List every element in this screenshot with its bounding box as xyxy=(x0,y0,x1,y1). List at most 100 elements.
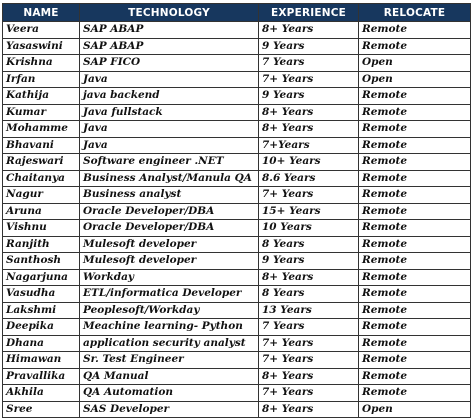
cell-experience: 8+ Years xyxy=(258,367,359,385)
cell-experience: 13 Years xyxy=(258,301,359,319)
table-row: Ranjith Mulesoft developer 8 Years Remote xyxy=(2,235,471,253)
table-row: Vasudha ETL/informatica Developer 8 Years R… xyxy=(2,285,471,303)
cell-experience: 8.6 Years xyxy=(258,169,359,187)
cell-name: Nagur xyxy=(2,186,80,204)
cell-technology: Software engineer .NET xyxy=(79,153,259,171)
cell-technology: Mulesoft developer xyxy=(79,235,259,253)
cell-technology: Java xyxy=(79,70,259,88)
table-row: Nagur Business analyst 7+ Years Remote xyxy=(2,186,471,204)
cell-technology: Business analyst xyxy=(79,186,259,204)
table-row: Kumar Java fullstack 8+ Years Remote xyxy=(2,103,471,121)
header-name: NAME xyxy=(2,3,80,22)
cell-relocate: Remote xyxy=(358,351,471,369)
cell-technology: Meachine learning- Python xyxy=(79,318,259,336)
cell-technology: QA Manual xyxy=(79,367,259,385)
cell-name: Pravallika xyxy=(2,367,80,385)
cell-experience: 8 Years xyxy=(258,285,359,303)
header-experience: EXPERIENCE xyxy=(258,3,359,22)
cell-name: Chaitanya xyxy=(2,169,80,187)
cell-experience: 9 Years xyxy=(258,87,359,105)
cell-technology: Peoplesoft/Workday xyxy=(79,301,259,319)
cell-name: Akhila xyxy=(2,384,80,402)
table-row: Lakshmi Peoplesoft/Workday 13 Years Remote xyxy=(2,301,471,319)
cell-experience: 8+ Years xyxy=(258,400,359,418)
cell-technology: SAS Developer xyxy=(79,400,259,418)
table-row: Santhosh Mulesoft developer 9 Years Remote xyxy=(2,252,471,270)
cell-name: Vishnu xyxy=(2,219,80,237)
cell-experience: 8+ Years xyxy=(258,103,359,121)
header-technology: TECHNOLOGY xyxy=(79,3,259,22)
cell-technology: Workday xyxy=(79,268,259,286)
table-row: Bhavani Java 7+Years Remote xyxy=(2,136,471,154)
cell-technology: ETL/informatica Developer xyxy=(79,285,259,303)
cell-name: Ranjith xyxy=(2,235,80,253)
cell-name: Yasaswini xyxy=(2,37,80,55)
cell-relocate: Remote xyxy=(358,186,471,204)
cell-relocate: Remote xyxy=(358,202,471,220)
cell-experience: 8+ Years xyxy=(258,120,359,138)
cell-experience: 7+ Years xyxy=(258,384,359,402)
cell-experience: 8+ Years xyxy=(258,21,359,39)
cell-experience: 8+ Years xyxy=(258,268,359,286)
cell-relocate: Open xyxy=(358,400,471,418)
table-row: Sree SAS Developer 8+ Years Open xyxy=(2,400,471,418)
table-body: Veera SAP ABAP 8+ Years Remote Yasaswini SAP … xyxy=(2,21,471,418)
cell-technology: application security analyst xyxy=(79,334,259,352)
cell-experience: 9 Years xyxy=(258,252,359,270)
cell-experience: 7 Years xyxy=(258,318,359,336)
header-relocate: RELOCATE xyxy=(358,3,471,22)
cell-technology: Oracle Developer/DBA xyxy=(79,219,259,237)
table-row: Yasaswini SAP ABAP 9 Years Remote xyxy=(2,37,471,55)
cell-relocate: Remote xyxy=(358,301,471,319)
cell-relocate: Remote xyxy=(358,367,471,385)
table-row: Nagarjuna Workday 8+ Years Remote xyxy=(2,268,471,286)
header-row: NAME TECHNOLOGY EXPERIENCE RELOCATE xyxy=(2,3,471,22)
cell-name: Deepika xyxy=(2,318,80,336)
cell-relocate: Remote xyxy=(358,21,471,39)
cell-relocate: Remote xyxy=(358,87,471,105)
cell-experience: 7+ Years xyxy=(258,351,359,369)
cell-technology: Oracle Developer/DBA xyxy=(79,202,259,220)
cell-name: Mohamme xyxy=(2,120,80,138)
cell-name: Sree xyxy=(2,400,80,418)
candidates-table: NAME TECHNOLOGY EXPERIENCE RELOCATE Veer… xyxy=(2,3,471,418)
cell-technology: QA Automation xyxy=(79,384,259,402)
cell-name: Dhana xyxy=(2,334,80,352)
cell-name: Santhosh xyxy=(2,252,80,270)
cell-experience: 7+Years xyxy=(258,136,359,154)
cell-experience: 8 Years xyxy=(258,235,359,253)
cell-technology: Sr. Test Engineer xyxy=(79,351,259,369)
table-row: Irfan Java 7+ Years Open xyxy=(2,70,471,88)
cell-relocate: Remote xyxy=(358,103,471,121)
cell-relocate: Remote xyxy=(358,384,471,402)
cell-name: Irfan xyxy=(2,70,80,88)
cell-name: Kathija xyxy=(2,87,80,105)
table-row: Veera SAP ABAP 8+ Years Remote xyxy=(2,21,471,39)
cell-experience: 10+ Years xyxy=(258,153,359,171)
cell-relocate: Remote xyxy=(358,268,471,286)
cell-experience: 7+ Years xyxy=(258,186,359,204)
table-row: Rajeswari Software engineer .NET 10+ Years… xyxy=(2,153,471,171)
cell-experience: 10 Years xyxy=(258,219,359,237)
table-row: Dhana application security analyst 7+ Year… xyxy=(2,334,471,352)
cell-relocate: Open xyxy=(358,70,471,88)
cell-name: Himawan xyxy=(2,351,80,369)
cell-experience: 7 Years xyxy=(258,54,359,72)
cell-name: Krishna xyxy=(2,54,80,72)
cell-name: Vasudha xyxy=(2,285,80,303)
cell-relocate: Remote xyxy=(358,169,471,187)
table-row: Akhila QA Automation 7+ Years Remote xyxy=(2,384,471,402)
cell-technology: SAP ABAP xyxy=(79,37,259,55)
table-row: Vishnu Oracle Developer/DBA 10 Years Remote xyxy=(2,219,471,237)
cell-technology: Business Analyst/Manula QA xyxy=(79,169,259,187)
cell-name: Lakshmi xyxy=(2,301,80,319)
cell-name: Bhavani xyxy=(2,136,80,154)
cell-technology: Java xyxy=(79,120,259,138)
cell-relocate: Remote xyxy=(358,235,471,253)
table-row: Himawan Sr. Test Engineer 7+ Years Remote xyxy=(2,351,471,369)
cell-relocate: Remote xyxy=(358,136,471,154)
cell-relocate: Remote xyxy=(358,285,471,303)
cell-relocate: Remote xyxy=(358,334,471,352)
table-row: Aruna Oracle Developer/DBA 15+ Years Remote xyxy=(2,202,471,220)
cell-technology: java backend xyxy=(79,87,259,105)
